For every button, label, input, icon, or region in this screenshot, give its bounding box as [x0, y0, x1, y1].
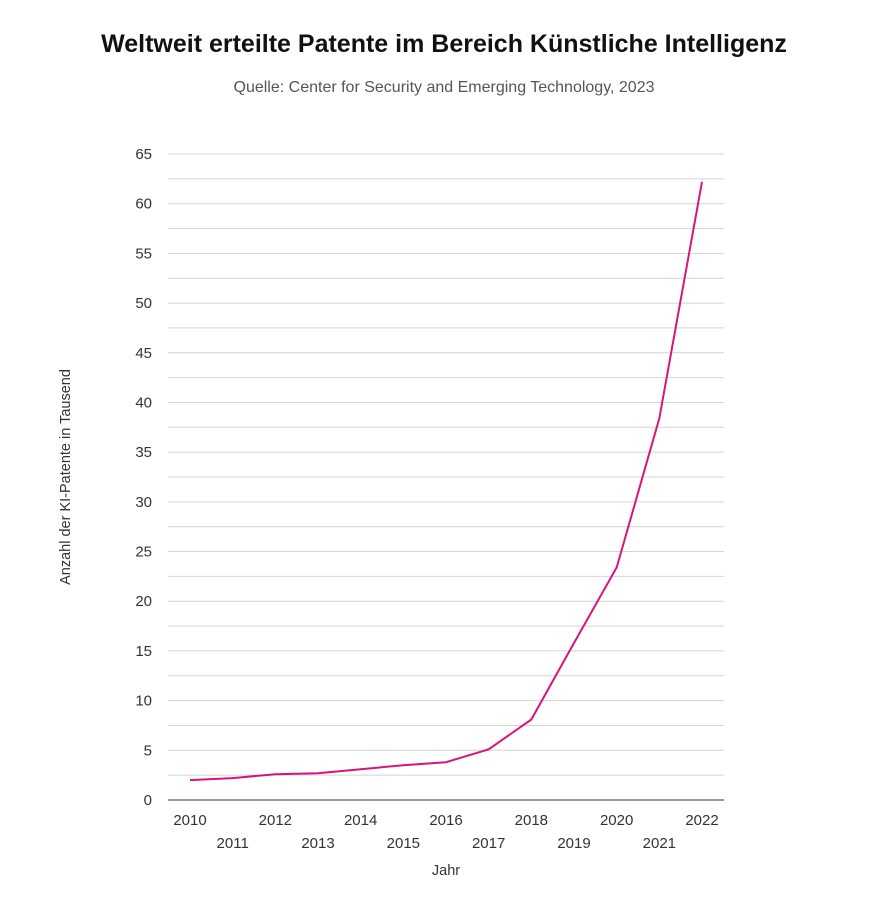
y-tick-label: 30	[135, 494, 152, 511]
series-line	[189, 181, 703, 782]
y-tick-label: 35	[135, 444, 152, 461]
y-tick-label: 10	[135, 693, 152, 710]
y-tick-labels: 0 5 10 15 20 25 30 35 40 45 50 55 60 65	[135, 146, 152, 809]
x-tick-label: 2019	[557, 835, 590, 852]
gridlines	[168, 153, 724, 776]
x-tick-label: 2014	[344, 812, 377, 829]
x-axis-label: Jahr	[432, 863, 460, 879]
y-tick-label: 25	[135, 544, 152, 561]
y-tick-label: 60	[135, 196, 152, 213]
y-tick-label: 65	[135, 146, 152, 163]
x-tick-label: 2020	[600, 812, 633, 829]
y-axis-label: Anzahl der KI-Patente in Tausend	[58, 369, 74, 585]
y-tick-label: 20	[135, 593, 152, 610]
y-tick-label: 50	[135, 295, 152, 312]
x-tick-label: 2022	[685, 812, 718, 829]
chart-subtitle: Quelle: Center for Security and Emerging…	[233, 79, 655, 96]
x-tick-labels: 2010 2011 2012 2013 2014 2015 2016 2017 2018 2019…	[173, 812, 718, 852]
x-tick-label: 2016	[429, 812, 462, 829]
y-tick-label: 15	[135, 643, 152, 660]
y-tick-label: 0	[144, 792, 152, 809]
x-tick-label: 2017	[472, 835, 505, 852]
x-tick-label: 2013	[301, 835, 334, 852]
x-tick-label: 2018	[515, 812, 548, 829]
chart-title: Weltweit erteilte Patente im Bereich Kün…	[101, 30, 787, 58]
y-tick-label: 5	[144, 742, 152, 759]
y-tick-label: 55	[135, 245, 152, 262]
x-tick-label: 2011	[217, 835, 249, 852]
y-tick-label: 40	[135, 394, 152, 411]
x-tick-label: 2012	[259, 812, 292, 829]
y-tick-label: 45	[135, 345, 152, 362]
x-tick-label: 2021	[643, 835, 676, 852]
x-tick-label: 2010	[173, 812, 206, 829]
x-tick-label: 2015	[387, 835, 420, 852]
